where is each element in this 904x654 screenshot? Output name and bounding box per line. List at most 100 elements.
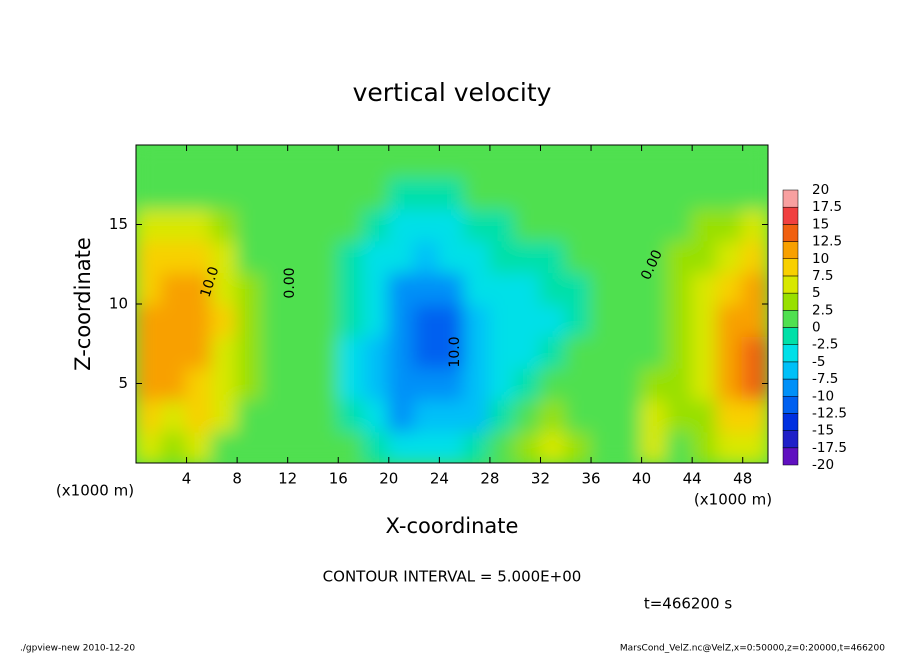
field-cell — [590, 366, 618, 401]
field-cell — [311, 271, 340, 305]
field-cell — [311, 239, 340, 274]
field-cell — [438, 398, 466, 433]
field-cell — [665, 366, 694, 401]
field-cell — [716, 366, 744, 401]
field-cell — [539, 175, 567, 210]
colorbar-swatch — [782, 327, 799, 345]
field-cell — [463, 430, 491, 463]
field-cell — [640, 271, 668, 305]
colorbar-swatch — [782, 224, 799, 242]
field-cell — [539, 334, 567, 369]
colorbar-tick-label: 10 — [812, 251, 829, 267]
field-cell — [716, 207, 744, 242]
field-cell — [691, 239, 719, 274]
field-cell — [514, 207, 542, 242]
x-tick-label: 24 — [430, 470, 449, 488]
field-cell — [488, 334, 517, 369]
field-cell — [413, 239, 441, 274]
field-cell — [136, 303, 163, 337]
field-cell — [564, 175, 593, 210]
colorbar-swatch — [782, 378, 799, 397]
field-cell — [136, 271, 163, 305]
field-cell — [362, 271, 390, 305]
field-cell — [160, 303, 188, 337]
field-cell — [362, 175, 390, 210]
field-cell — [590, 398, 618, 433]
field-cell — [488, 145, 517, 178]
field-cell — [160, 430, 188, 463]
field-cell — [236, 303, 264, 337]
field-cell — [741, 271, 768, 305]
colorbar-swatch — [782, 310, 799, 328]
field-cell — [590, 207, 618, 242]
field-cell — [311, 334, 340, 369]
field-cell — [362, 366, 390, 401]
contour-interval: CONTOUR INTERVAL = 5.000E+00 — [323, 568, 582, 586]
field-cell — [236, 239, 264, 274]
field-cell — [590, 334, 618, 369]
field-cell — [311, 175, 340, 210]
field-cell — [362, 398, 390, 433]
field-cell — [261, 366, 289, 401]
field-cell — [261, 145, 289, 178]
x-tick-label: 32 — [531, 470, 550, 488]
field-cell — [311, 366, 340, 401]
field-cell — [716, 430, 744, 463]
colorbar-tick-label: 20 — [812, 182, 829, 198]
field-cell — [539, 239, 567, 274]
field-cell — [236, 366, 264, 401]
field-cell — [337, 175, 365, 210]
field-cell — [741, 430, 768, 463]
field-cell — [691, 334, 719, 369]
field-cell — [387, 271, 416, 305]
field-cell — [236, 271, 264, 305]
field-cell — [514, 239, 542, 274]
field-cell — [185, 303, 213, 337]
field-cell — [539, 207, 567, 242]
field-cell — [463, 398, 491, 433]
field-cell — [185, 239, 213, 274]
field-cell — [514, 334, 542, 369]
field-cell — [387, 366, 416, 401]
colorbar-tick-label: 7.5 — [812, 268, 833, 284]
y-tick-label: 10 — [109, 295, 128, 313]
field-cell — [286, 145, 314, 178]
field-cell — [160, 175, 188, 210]
colorbar-tick-label: -17.5 — [812, 440, 847, 456]
field-cell — [615, 239, 643, 274]
field-cell — [488, 303, 517, 337]
colorbar-tick-label: 0 — [812, 320, 821, 336]
field-cell — [665, 430, 694, 463]
field-cell — [564, 145, 593, 178]
field-cell — [362, 303, 390, 337]
field-cell — [438, 430, 466, 463]
field-cell — [413, 207, 441, 242]
field-cell — [716, 239, 744, 274]
field-cell — [337, 145, 365, 178]
field-cell — [488, 430, 517, 463]
x-axis-label: X-coordinate — [386, 514, 519, 538]
field-cell — [337, 430, 365, 463]
field-cell — [311, 207, 340, 242]
field-cell — [463, 303, 491, 337]
y-tick-label: 5 — [118, 374, 128, 392]
field-cell — [741, 239, 768, 274]
field-cell — [463, 271, 491, 305]
y-unit: (x1000 m) — [56, 482, 134, 500]
field-cell — [539, 145, 567, 178]
field-cell — [691, 175, 719, 210]
field-cell — [615, 430, 643, 463]
field-cell — [741, 175, 768, 210]
field-cell — [640, 398, 668, 433]
field-cell — [311, 303, 340, 337]
field-cell — [210, 334, 239, 369]
x-tick-label: 4 — [182, 470, 192, 488]
field-cell — [590, 239, 618, 274]
field-cell — [514, 271, 542, 305]
contour-label: 0.00 — [282, 267, 298, 298]
field-cell — [387, 334, 416, 369]
field-cell — [539, 398, 567, 433]
field-cell — [691, 271, 719, 305]
field-cell — [590, 271, 618, 305]
